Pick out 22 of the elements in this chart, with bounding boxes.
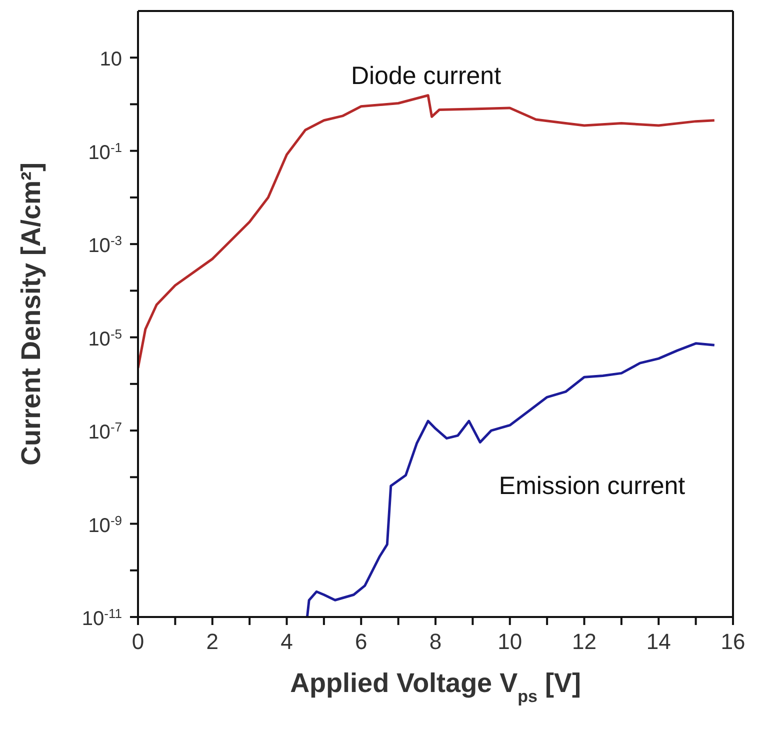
y-tick-label: 10$^{-1}$ (88, 139, 122, 164)
series-label: Diode current (350, 62, 502, 90)
y-tick-label: 10$^{-3}$ (88, 232, 122, 258)
x-tick-label: 0 (132, 629, 144, 654)
x-tick-label: 2 (206, 629, 218, 654)
y-tick-label: 10$^{-9}$ (88, 512, 122, 537)
line-series (306, 342, 716, 617)
x-tick-label: 8 (429, 629, 442, 654)
x-tick-label: 4 (280, 629, 293, 654)
y-axis-title: Current Density [A/cm²] (16, 162, 46, 466)
x-axis-title: Applied Voltage V$_{ps}$ [V] (290, 668, 581, 706)
x-tick-label: 12 (572, 629, 596, 654)
y-tick-label: 10$^{-7}$ (88, 419, 122, 444)
x-tick-label: 6 (355, 629, 368, 654)
line-series (138, 94, 716, 370)
y-tick-label: 10 (100, 48, 122, 71)
y-tick-label: 10$^{-11}$ (82, 606, 122, 630)
series-label: Emission current (498, 472, 686, 500)
x-tick-label: 14 (646, 629, 671, 654)
x-tick-label: 10 (498, 629, 522, 654)
x-tick-label: 16 (720, 629, 746, 654)
y-tick-label: 10$^{-5}$ (88, 326, 122, 350)
